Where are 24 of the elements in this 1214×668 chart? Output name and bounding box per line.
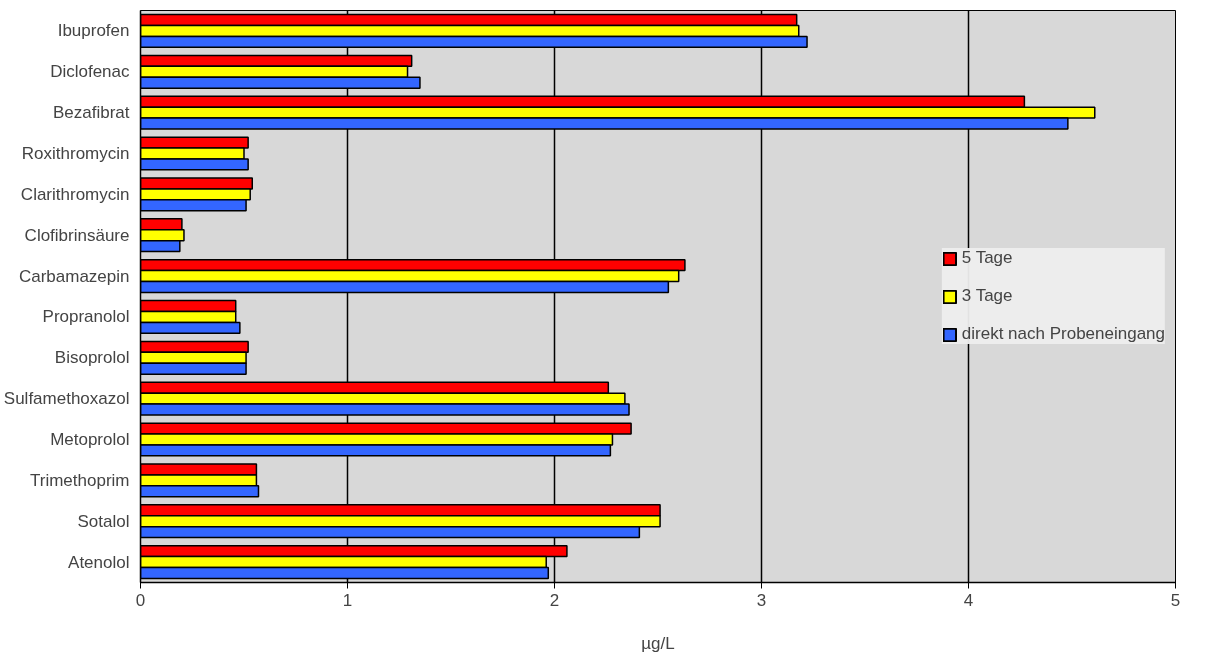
y-tick-label: Bezafibrat	[52, 103, 130, 123]
y-tick-label: Clarithromycin	[20, 184, 130, 204]
y-tick-label: Bisoprolol	[54, 348, 130, 368]
legend-label: 5 Tage	[961, 248, 1013, 268]
x-tick-label: 4	[963, 590, 974, 610]
x-tick-label: 1	[342, 590, 353, 610]
legend-label: 3 Tage	[961, 286, 1013, 306]
y-tick-label: Ibuprofen	[57, 21, 130, 41]
x-axis-title: µg/L	[641, 633, 675, 653]
x-tick-label: 2	[549, 590, 560, 610]
y-tick-label: Carbamazepin	[18, 266, 130, 286]
y-tick-label: Propranolol	[42, 307, 130, 327]
x-tick-label: 0	[135, 590, 146, 610]
y-tick-label: Metoprolol	[50, 430, 130, 449]
y-tick-label: Atenolol	[68, 552, 130, 572]
y-tick-label: Diclofenac	[50, 62, 130, 82]
y-tick-label: Clofibrinsäure	[24, 225, 130, 245]
y-tick-label: Trimethoprim	[30, 470, 130, 490]
y-tick-label: Roxithromycin	[21, 144, 130, 163]
legend-label: direkt nach Probeneingang	[961, 324, 1165, 344]
x-tick-label: 3	[756, 590, 767, 610]
y-tick-label: Sotalol	[77, 511, 130, 531]
y-tick-label: Sulfamethoxazol	[3, 389, 130, 409]
x-tick-label: 5	[1170, 590, 1181, 610]
